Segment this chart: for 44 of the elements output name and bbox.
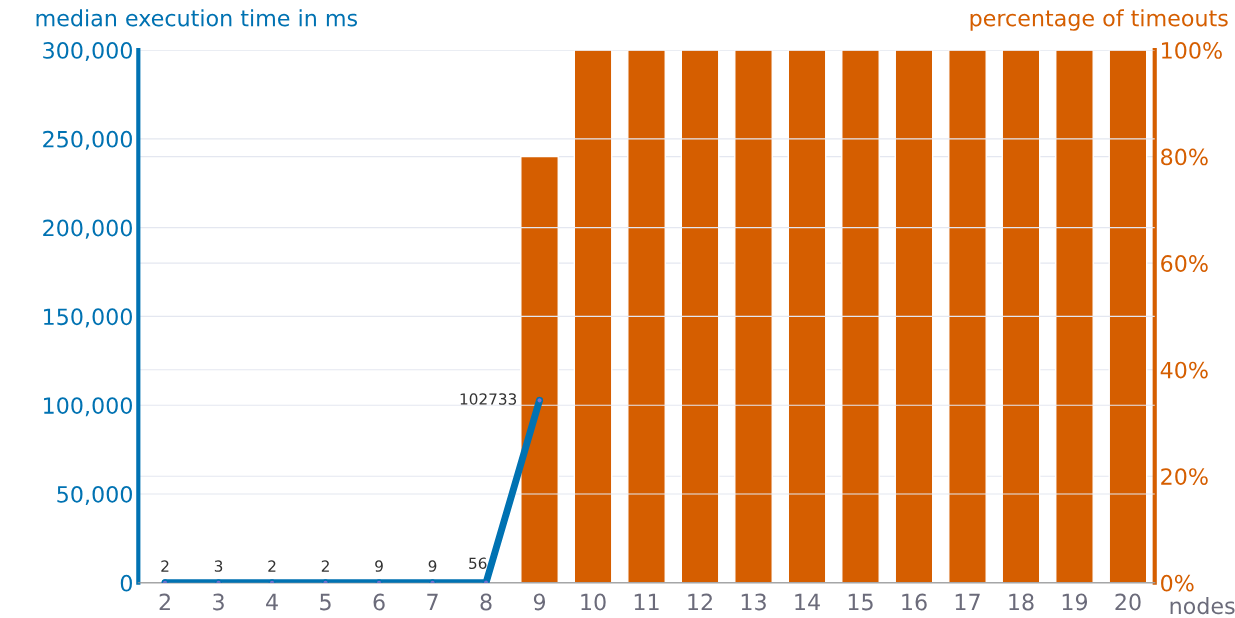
x-tick-label: 20 bbox=[1115, 593, 1141, 611]
y2-axis-title: percentage of timeouts bbox=[970, 9, 1228, 31]
data-label: 102733 bbox=[460, 393, 517, 405]
x-tick-label: 13 bbox=[741, 593, 766, 611]
y2-tick-label: 20% bbox=[1161, 468, 1208, 485]
y-axis-title: median execution time in ms bbox=[36, 9, 358, 27]
y2-tick-label: 0% bbox=[1161, 574, 1194, 592]
y-tick-label: 200,000 bbox=[43, 219, 132, 239]
data-label: 2 bbox=[161, 560, 169, 572]
x-tick-label: 3 bbox=[213, 593, 224, 611]
x-tick-label: 10 bbox=[581, 593, 606, 611]
x-tick-label: 18 bbox=[1009, 593, 1034, 611]
x-tick-label: 5 bbox=[320, 593, 331, 611]
x-tick-label: 19 bbox=[1062, 593, 1088, 611]
data-label: 2 bbox=[268, 560, 276, 572]
x-tick-label: 6 bbox=[373, 593, 385, 611]
x-axis-title: nodes bbox=[1170, 597, 1235, 615]
data-label: 2 bbox=[321, 560, 329, 572]
x-tick-label: 17 bbox=[955, 593, 980, 611]
x-tick-label: 16 bbox=[902, 593, 927, 611]
y2-tick-label: 40% bbox=[1160, 361, 1208, 379]
data-label: 56 bbox=[469, 557, 487, 569]
y-tick-label: 250,000 bbox=[43, 130, 132, 150]
y-tick-label: 150,000 bbox=[44, 308, 132, 328]
x-tick-label: 9 bbox=[533, 593, 546, 611]
data-label: 3 bbox=[214, 560, 223, 572]
x-tick-label: 11 bbox=[634, 593, 659, 611]
y-tick-label: 50,000 bbox=[57, 485, 132, 506]
y2-tick-label: 80% bbox=[1161, 148, 1208, 166]
x-tick-label: 2 bbox=[159, 593, 170, 611]
x-tick-label: 7 bbox=[427, 593, 438, 611]
x-tick-label: 15 bbox=[848, 593, 873, 611]
data-label: 9 bbox=[428, 560, 437, 572]
y-tick-label: 0 bbox=[120, 574, 132, 592]
point bbox=[536, 396, 544, 404]
y2-tick-label: 100% bbox=[1162, 42, 1222, 59]
x-tick-label: 4 bbox=[266, 593, 278, 611]
y-tick-label: 100,000 bbox=[44, 397, 132, 417]
y2-tick-label: 60% bbox=[1161, 255, 1208, 272]
x-tick-label: 14 bbox=[795, 593, 820, 611]
y-tick-label: 300,000 bbox=[43, 42, 132, 62]
x-tick-label: 12 bbox=[688, 593, 712, 611]
data-label: 9 bbox=[375, 560, 383, 572]
x-tick-label: 8 bbox=[480, 593, 492, 611]
